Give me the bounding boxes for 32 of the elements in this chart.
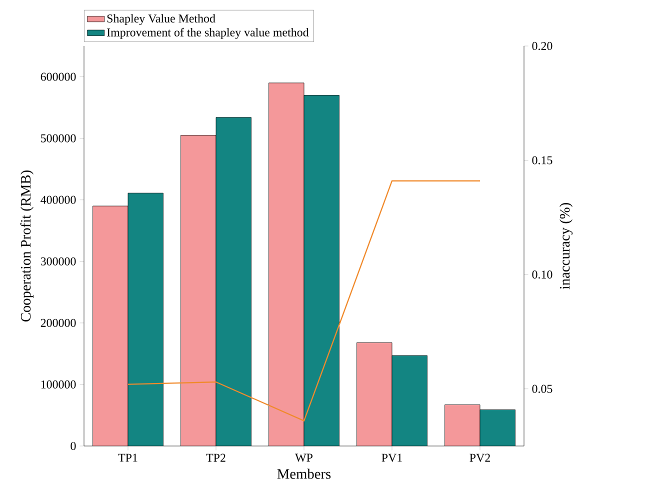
y2-tick-label: 0.15: [532, 156, 552, 164]
bar: [92, 206, 128, 446]
y2-tick-label: 0.20: [532, 42, 552, 50]
y2-axis-title: inaccuracy (%): [560, 203, 573, 290]
bar: [444, 404, 480, 446]
bar: [180, 135, 216, 446]
line-series: [127, 180, 481, 422]
legend-label: Improvement of the shapley value method: [107, 28, 309, 39]
x-tick-label: PV1: [382, 454, 402, 462]
bar: [392, 356, 428, 446]
bar: [304, 95, 340, 446]
bar: [268, 82, 304, 446]
y-tick-label: 500000: [41, 134, 76, 142]
y-tick-label: 400000: [40, 196, 76, 204]
bar: [216, 117, 252, 446]
y-tick-label: 200000: [40, 318, 76, 327]
y-tick-label: 300000: [40, 257, 76, 266]
x-axis-title: Members: [277, 468, 331, 479]
x-tick-label: PV2: [470, 454, 490, 462]
bar: [128, 193, 164, 446]
legend-label: Shapley Value Method: [107, 14, 216, 25]
y-tick-label: 100000: [41, 380, 76, 388]
y-tick-label: 0: [70, 442, 76, 450]
x-tick-label: TP1: [118, 454, 138, 462]
y-tick-label: 600000: [40, 72, 76, 81]
y2-tick-label: 0.10: [532, 270, 552, 279]
bar: [480, 409, 516, 446]
bar: [356, 342, 392, 446]
x-tick-label: TP2: [206, 454, 226, 462]
y-axis-title: Cooperation Profit (RMB): [20, 170, 34, 322]
x-tick-label: WP: [295, 454, 312, 462]
y2-tick-label: 0.05: [532, 384, 552, 393]
